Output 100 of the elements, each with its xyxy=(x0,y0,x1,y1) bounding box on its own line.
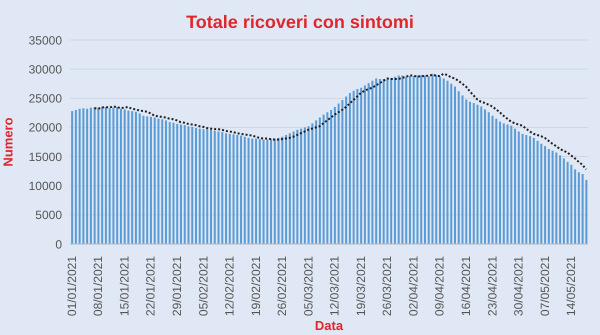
bar xyxy=(180,124,182,244)
bar xyxy=(191,126,194,244)
bar xyxy=(514,128,516,244)
bar xyxy=(161,119,164,244)
x-tick-label: 08/01/2021 xyxy=(91,256,106,316)
bar xyxy=(198,128,201,244)
bar xyxy=(559,155,562,244)
bar xyxy=(131,111,134,244)
bar xyxy=(352,90,355,244)
bar xyxy=(431,74,434,244)
bar xyxy=(248,138,250,244)
bar xyxy=(480,106,482,244)
bar xyxy=(442,78,445,244)
bar xyxy=(202,129,205,244)
bar xyxy=(225,133,228,244)
bar xyxy=(97,108,100,244)
bar xyxy=(184,125,186,244)
bar xyxy=(398,76,400,244)
bar xyxy=(356,88,358,244)
bar xyxy=(206,129,208,244)
bar xyxy=(134,112,137,244)
bar xyxy=(164,120,167,244)
bar xyxy=(518,132,520,244)
bar xyxy=(412,76,415,244)
x-tick-label: 19/02/2021 xyxy=(248,256,263,316)
bar xyxy=(495,118,498,244)
bar xyxy=(278,138,280,244)
x-tick-label: 14/05/2021 xyxy=(564,256,578,316)
x-tick-label: 02/04/2021 xyxy=(406,256,420,316)
bar xyxy=(194,128,197,244)
bar xyxy=(499,122,502,244)
bar xyxy=(548,148,550,244)
bar xyxy=(345,96,348,244)
chart-title: Totale ricoveri con sintomi xyxy=(185,12,415,34)
bar xyxy=(218,132,220,244)
bar xyxy=(232,134,235,244)
bar xyxy=(532,138,535,244)
bar xyxy=(390,78,392,244)
bar xyxy=(71,111,74,244)
bar xyxy=(172,122,174,244)
bar xyxy=(262,140,265,244)
x-tick-label: 19/03/2021 xyxy=(354,256,368,316)
bar xyxy=(522,134,524,244)
x-tick-label: 23/04/2021 xyxy=(485,256,500,316)
bar xyxy=(348,93,351,244)
bar xyxy=(544,146,546,244)
bar xyxy=(258,139,261,244)
bar xyxy=(281,136,284,244)
y-tick-label: 35000 xyxy=(28,33,62,48)
x-tick-label: 07/05/2021 xyxy=(538,256,552,316)
x-tick-label: 16/04/2021 xyxy=(459,256,474,316)
bar xyxy=(108,108,111,244)
bar xyxy=(484,109,486,244)
bar xyxy=(472,102,475,244)
bar xyxy=(334,107,336,244)
bar xyxy=(405,76,408,244)
line-series xyxy=(93,72,588,170)
bar xyxy=(146,116,148,244)
bar xyxy=(244,136,246,244)
bar xyxy=(326,112,328,244)
y-tick-label: 30000 xyxy=(28,62,62,76)
bar xyxy=(104,107,107,244)
bar xyxy=(142,116,144,244)
bar xyxy=(525,135,528,244)
bar xyxy=(386,79,388,244)
bar xyxy=(116,107,118,244)
bar xyxy=(394,76,396,244)
bar xyxy=(176,124,178,244)
bar xyxy=(428,76,430,244)
bar xyxy=(408,76,411,244)
bar xyxy=(124,109,126,244)
bar xyxy=(450,84,452,244)
bar xyxy=(236,135,238,244)
bar xyxy=(420,74,422,244)
bar xyxy=(120,108,122,244)
bar xyxy=(274,138,276,244)
bar xyxy=(288,133,291,244)
bar xyxy=(74,110,77,244)
bar xyxy=(438,77,441,244)
bar xyxy=(157,118,160,244)
bar xyxy=(454,86,456,244)
x-tick-label: 09/04/2021 xyxy=(432,256,447,316)
bar xyxy=(502,123,505,244)
y-axis-title: Numero xyxy=(0,117,16,167)
x-tick-label: 26/02/2021 xyxy=(275,256,290,316)
bar xyxy=(552,150,554,244)
bar xyxy=(90,108,92,244)
bar xyxy=(540,144,542,244)
y-tick-label: 5000 xyxy=(35,208,62,222)
bar xyxy=(296,130,298,244)
bar xyxy=(318,118,321,244)
y-tick-label: 25000 xyxy=(28,92,62,106)
x-tick-label: 15/01/2021 xyxy=(117,256,132,316)
x-tick-label: 01/01/2021 xyxy=(64,256,79,316)
bar xyxy=(266,140,268,244)
bar xyxy=(462,95,464,244)
bar xyxy=(378,79,381,244)
bar xyxy=(94,107,96,244)
bar xyxy=(187,126,190,244)
bar xyxy=(127,110,130,244)
